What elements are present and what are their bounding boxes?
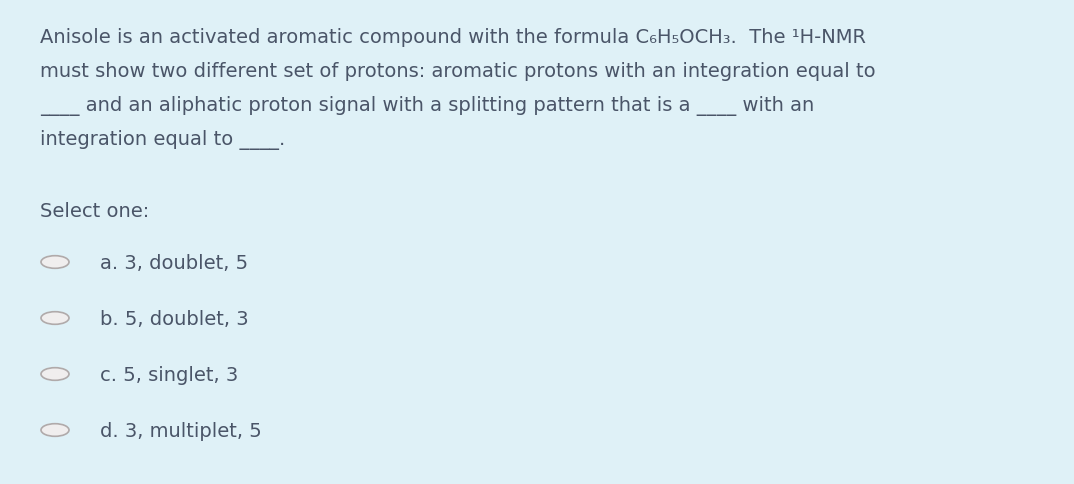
Text: Select one:: Select one: — [40, 202, 149, 221]
Text: a. 3, doublet, 5: a. 3, doublet, 5 — [100, 254, 248, 273]
Text: d. 3, multiplet, 5: d. 3, multiplet, 5 — [100, 422, 262, 441]
Text: integration equal to ____.: integration equal to ____. — [40, 130, 286, 150]
Text: c. 5, singlet, 3: c. 5, singlet, 3 — [100, 366, 238, 385]
Text: must show two different set of protons: aromatic protons with an integration equ: must show two different set of protons: … — [40, 62, 875, 81]
Text: b. 5, doublet, 3: b. 5, doublet, 3 — [100, 310, 248, 329]
Text: ____ and an aliphatic proton signal with a splitting pattern that is a ____ with: ____ and an aliphatic proton signal with… — [40, 96, 814, 116]
Text: Anisole is an activated aromatic compound with the formula C₆H₅OCH₃.  The ¹H-NMR: Anisole is an activated aromatic compoun… — [40, 28, 866, 47]
